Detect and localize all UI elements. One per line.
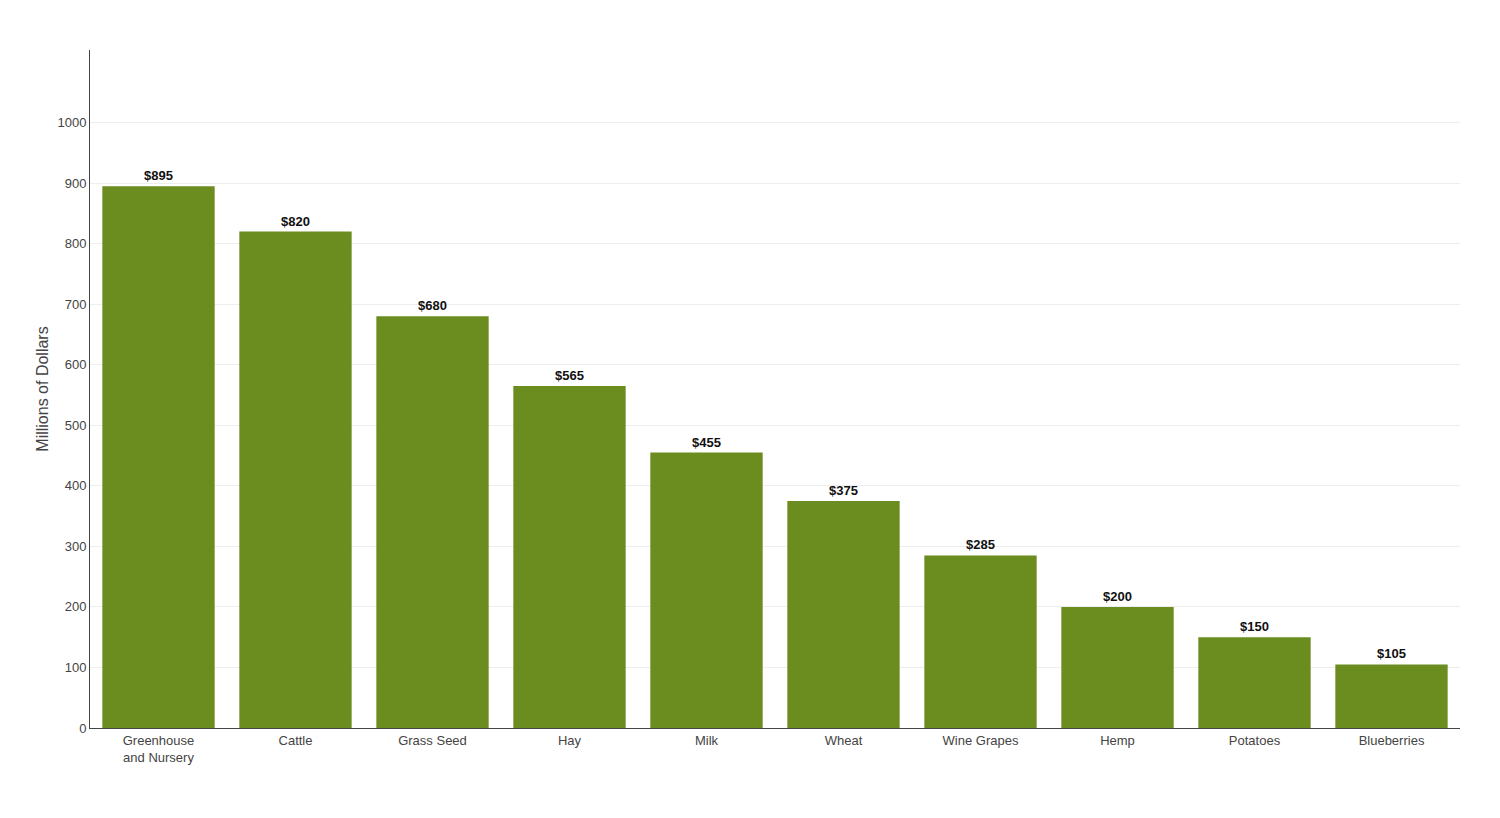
- svg-text:100: 100: [65, 660, 87, 675]
- svg-text:$565: $565: [555, 368, 584, 383]
- svg-text:600: 600: [65, 357, 87, 372]
- svg-text:$105: $105: [1377, 646, 1406, 661]
- svg-text:Blueberries: Blueberries: [1359, 733, 1425, 748]
- svg-text:$285: $285: [966, 537, 995, 552]
- svg-text:Hay: Hay: [558, 733, 582, 748]
- svg-text:1000: 1000: [57, 115, 86, 130]
- svg-text:700: 700: [65, 297, 87, 312]
- svg-text:Wine Grapes: Wine Grapes: [943, 733, 1019, 748]
- svg-text:$680: $680: [418, 298, 447, 313]
- svg-text:$375: $375: [829, 483, 858, 498]
- svg-text:800: 800: [65, 236, 87, 251]
- svg-text:Cattle: Cattle: [279, 733, 313, 748]
- svg-text:500: 500: [65, 418, 87, 433]
- svg-text:Milk: Milk: [695, 733, 719, 748]
- svg-text:$200: $200: [1103, 589, 1132, 604]
- svg-text:900: 900: [65, 176, 87, 191]
- svg-text:Millions of Dollars: Millions of Dollars: [34, 326, 51, 451]
- svg-text:Hemp: Hemp: [1100, 733, 1135, 748]
- svg-text:Greenhouseand Nursery: Greenhouseand Nursery: [123, 733, 195, 765]
- svg-text:300: 300: [65, 539, 87, 554]
- svg-text:200: 200: [65, 599, 87, 614]
- svg-text:400: 400: [65, 478, 87, 493]
- svg-text:Potatoes: Potatoes: [1229, 733, 1281, 748]
- svg-text:0: 0: [79, 721, 86, 736]
- svg-text:$895: $895: [144, 168, 173, 183]
- svg-text:$455: $455: [692, 435, 721, 450]
- svg-text:$820: $820: [281, 214, 310, 229]
- svg-text:Grass Seed: Grass Seed: [398, 733, 467, 748]
- svg-text:Wheat: Wheat: [825, 733, 863, 748]
- svg-text:$150: $150: [1240, 619, 1269, 634]
